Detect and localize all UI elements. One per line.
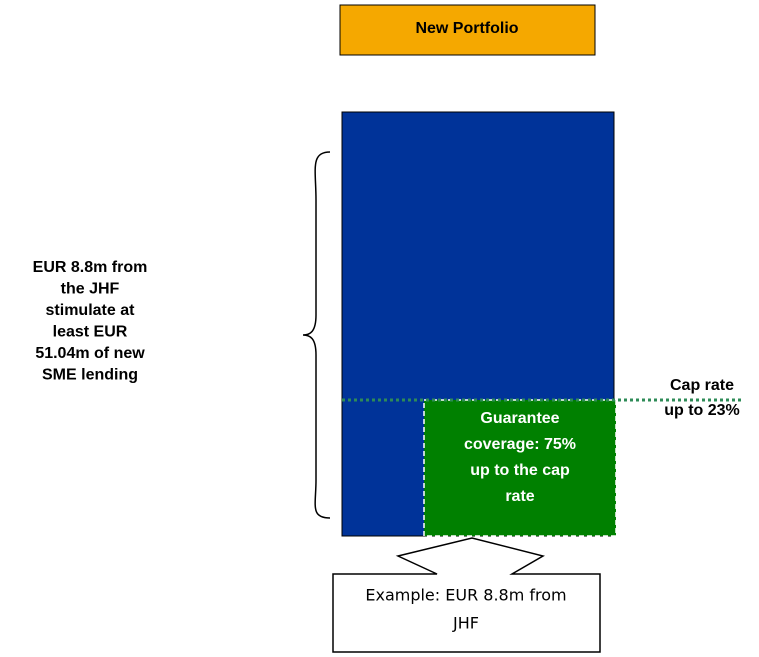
text-line: EUR 8.8m from [33, 259, 148, 276]
text-line: rate [505, 488, 534, 505]
guarantee-label: Guarantee coverage: 75% up to the cap rate [464, 410, 576, 505]
text-line: Cap rate [670, 377, 734, 394]
text-line: the JHF [61, 281, 120, 298]
guarantee-box [423, 399, 617, 537]
text-line: up to the cap [470, 462, 570, 479]
text-line: JHF [452, 614, 479, 633]
text-line: Example: EUR 8.8m from [365, 586, 566, 605]
text-line: SME lending [42, 367, 138, 384]
text-line: stimulate at [46, 302, 136, 319]
text-line: least EUR [53, 324, 128, 341]
text-line: up to 23% [664, 402, 740, 419]
callout: Example: EUR 8.8m from JHF [332, 537, 601, 653]
left-label: EUR 8.8m from the JHF stimulate at least EU… [33, 259, 148, 384]
callout-text: Example: EUR 8.8m from JHF [365, 586, 566, 633]
text-line: 51.04m of new [35, 345, 145, 362]
text-line: Guarantee [480, 410, 559, 427]
brace [302, 151, 331, 519]
callout-shape [332, 537, 601, 653]
title: New Portfolio [415, 20, 518, 37]
title-box [339, 4, 596, 56]
text-line: coverage: 75% [464, 436, 576, 453]
cap-label: Cap rate up to 23% [664, 377, 740, 419]
